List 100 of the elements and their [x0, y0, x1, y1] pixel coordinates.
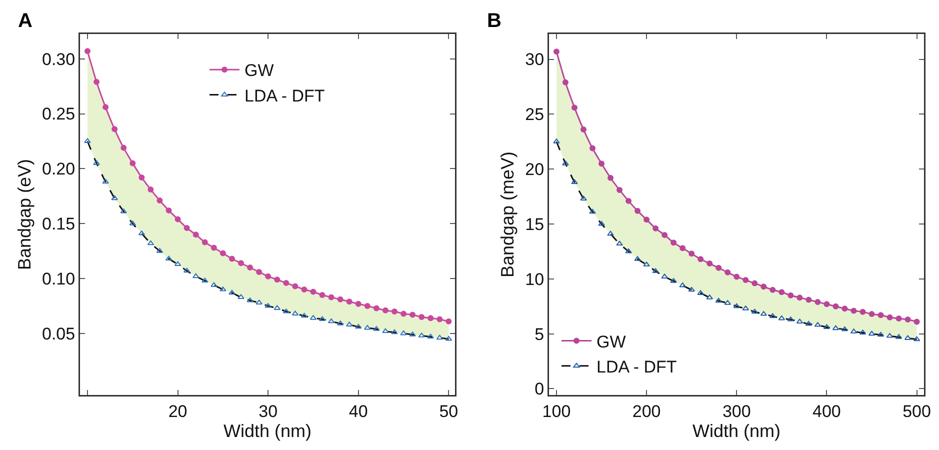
point — [652, 225, 659, 232]
point — [328, 318, 335, 324]
point — [300, 312, 308, 318]
x-axis-title: Width (nm) — [223, 420, 312, 441]
point — [410, 312, 416, 318]
y-tick-label: 0.15 — [42, 214, 76, 234]
point — [680, 245, 686, 252]
point — [264, 303, 272, 308]
point — [202, 239, 208, 246]
y-tick-label: 0.30 — [42, 50, 76, 69]
point — [436, 334, 444, 340]
point — [292, 283, 298, 290]
point — [102, 178, 109, 184]
point — [102, 104, 109, 110]
point — [553, 138, 560, 144]
y-axis-title: Bandgap (eV) — [14, 158, 34, 270]
legend-label: LDA - DFT — [244, 86, 325, 106]
point — [760, 284, 767, 290]
point — [824, 301, 830, 308]
point — [354, 324, 362, 329]
point — [391, 329, 398, 334]
point — [220, 286, 226, 292]
y-tick-label: 0.05 — [42, 324, 76, 344]
point — [679, 282, 686, 288]
point — [427, 334, 434, 339]
point — [436, 316, 443, 322]
point — [337, 296, 344, 302]
y-tick-label: 10 — [525, 270, 544, 289]
point — [364, 324, 371, 330]
point — [400, 330, 407, 336]
point — [914, 318, 920, 325]
x-tick-label: 500 — [902, 402, 931, 421]
x-tick-label: 20 — [168, 402, 188, 421]
point — [742, 277, 749, 284]
point — [265, 273, 272, 280]
point — [706, 260, 713, 267]
legend-label: GW — [596, 332, 626, 352]
point — [238, 294, 244, 299]
point — [247, 264, 254, 271]
point — [562, 160, 569, 166]
point — [634, 256, 641, 261]
point — [598, 221, 605, 226]
point — [805, 320, 812, 326]
point — [670, 278, 677, 283]
y-tick-label: 5 — [534, 324, 544, 344]
point — [913, 336, 920, 342]
point — [138, 174, 145, 180]
point — [382, 328, 389, 334]
point — [94, 78, 100, 85]
point — [256, 300, 262, 304]
point — [418, 332, 425, 338]
point — [238, 260, 244, 266]
x-tick-label: 50 — [439, 402, 458, 421]
point — [400, 310, 407, 317]
point — [228, 256, 235, 262]
point — [409, 332, 416, 336]
point — [156, 198, 163, 204]
y-tick-label: 0 — [534, 380, 544, 399]
point — [571, 104, 578, 111]
point — [174, 261, 182, 266]
point — [832, 325, 840, 330]
point — [752, 280, 758, 286]
point — [562, 79, 568, 86]
point — [148, 186, 154, 193]
point — [733, 303, 740, 308]
x-tick-label: 100 — [542, 402, 571, 421]
point — [724, 269, 731, 276]
point — [706, 294, 713, 300]
point — [166, 207, 172, 214]
point — [688, 286, 695, 292]
y-tick-label: 0.20 — [42, 160, 76, 179]
point — [310, 288, 316, 295]
y-tick-label: 0.25 — [42, 104, 76, 124]
point — [120, 144, 127, 151]
point — [716, 264, 722, 271]
point — [778, 315, 786, 320]
point — [84, 138, 91, 143]
point — [904, 316, 911, 323]
point — [590, 145, 596, 152]
point — [445, 336, 452, 341]
point — [751, 308, 758, 314]
point — [589, 208, 596, 214]
point — [788, 292, 794, 298]
y-tick-label: 30 — [525, 50, 544, 70]
x-tick-label: 400 — [812, 402, 841, 421]
point — [598, 160, 605, 167]
point — [446, 318, 452, 324]
point — [734, 274, 740, 280]
point — [553, 48, 560, 55]
point — [842, 306, 848, 312]
point — [210, 282, 218, 287]
point — [580, 196, 587, 200]
point — [850, 308, 857, 314]
point — [373, 305, 380, 312]
point — [319, 292, 326, 298]
point — [643, 262, 650, 266]
point — [346, 298, 352, 305]
point — [246, 298, 254, 302]
point — [283, 280, 290, 286]
point — [688, 250, 695, 257]
